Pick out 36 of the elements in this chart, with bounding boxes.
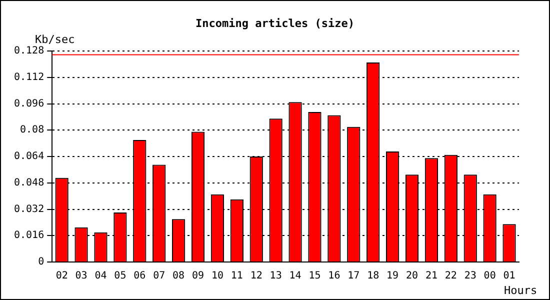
y-tick-label: 0.064 [14, 151, 44, 162]
x-tick-label: 01 [503, 270, 516, 282]
y-axis-title: Kb/sec [35, 33, 75, 46]
chart-title: Incoming articles (size) [194, 17, 356, 30]
y-tick-label: 0.016 [14, 230, 44, 242]
x-tick-label: 16 [328, 270, 340, 282]
x-tick-label: 22 [444, 270, 457, 282]
y-tick-label: 0.128 [14, 46, 44, 57]
x-tick-label: 06 [134, 270, 146, 282]
y-tick-label: 0 [38, 256, 44, 268]
x-tick-label: 17 [348, 270, 360, 282]
x-axis-title: Hours [504, 284, 538, 297]
x-tick-label: 19 [386, 270, 399, 282]
x-tick-label: 20 [406, 270, 418, 282]
x-tick-label: 03 [75, 270, 88, 282]
y-tick-label: 0.096 [14, 98, 44, 110]
x-tick-label: 11 [230, 270, 243, 282]
x-tick-label: 00 [484, 270, 496, 282]
x-tick-label: 18 [367, 270, 380, 282]
x-tick-label: 08 [172, 270, 185, 282]
x-tick-label: 04 [94, 270, 107, 282]
x-tick-label: 07 [153, 270, 166, 282]
x-tick-label: 09 [192, 270, 204, 282]
x-tick-label: 23 [464, 270, 476, 282]
y-tick-label: 0.08 [20, 124, 44, 136]
x-tick-label: 05 [114, 270, 126, 282]
x-tick-label: 10 [211, 270, 224, 282]
x-tick-label: 12 [250, 270, 262, 282]
x-tick-label: 13 [270, 270, 282, 282]
y-tick-label: 0.112 [14, 72, 44, 83]
x-tick-label: 14 [289, 270, 302, 282]
x-tick-label: 15 [308, 270, 321, 282]
x-tick-label: 21 [425, 270, 438, 282]
y-tick-label: 0.032 [14, 204, 44, 215]
y-tick-label: 0.048 [14, 177, 44, 188]
x-tick-label: 02 [56, 270, 68, 282]
